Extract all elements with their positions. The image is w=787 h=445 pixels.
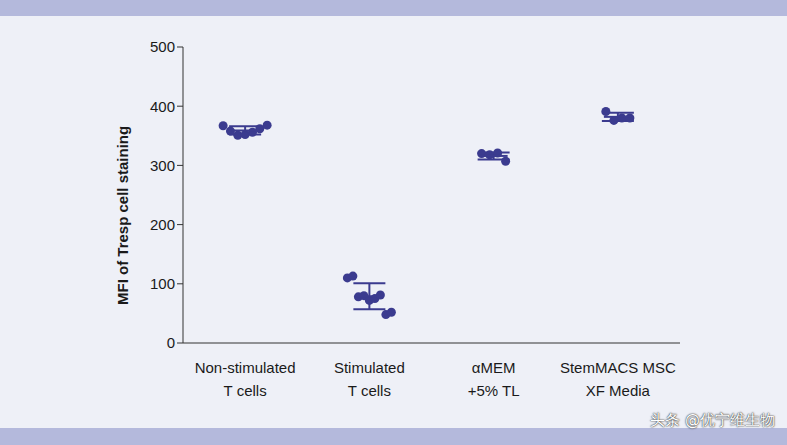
svg-text:300: 300 (150, 157, 175, 174)
svg-text:MFI of Tresp cell staining: MFI of Tresp cell staining (114, 126, 131, 305)
svg-text:500: 500 (150, 38, 175, 55)
svg-text:StemMACS MSCXF Media: StemMACS MSCXF Media (560, 359, 676, 399)
svg-text:StimulatedT cells: StimulatedT cells (334, 359, 405, 399)
svg-text:0: 0 (167, 334, 175, 351)
svg-text:400: 400 (150, 98, 175, 115)
html-text:头条 @优宁维生物: 头条 @优宁维生物 (650, 411, 775, 429)
svg-text:200: 200 (150, 216, 175, 233)
svg-text:Non-stimulatedT cells: Non-stimulatedT cells (195, 359, 296, 399)
svg-text:αMEM+5% TL: αMEM+5% TL (468, 359, 520, 399)
svg-text:100: 100 (150, 275, 175, 292)
